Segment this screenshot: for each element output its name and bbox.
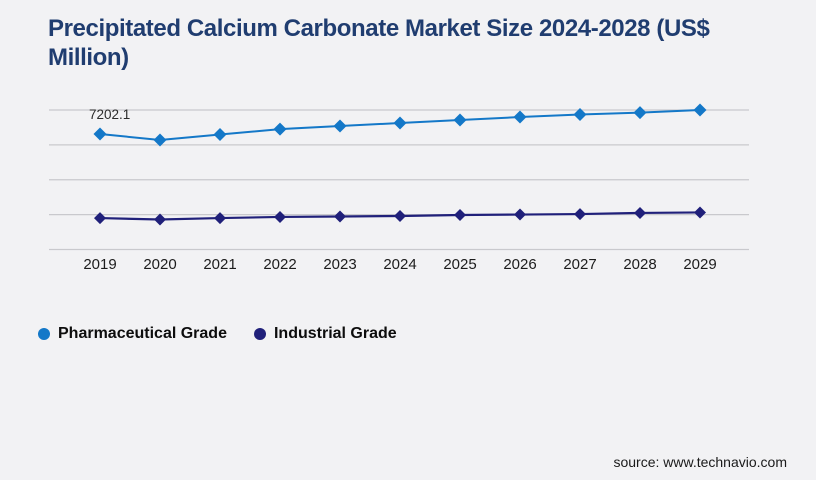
pharmaceutical-series-dot-icon [38,328,50,340]
marker-2026 [514,208,526,221]
line-chart-plot: 7202.1 2019 2020 2021 2022 2023 2024 2025 2026 20… [49,103,749,273]
data-label: 7202.1 [89,107,130,122]
marker-2027 [574,208,586,221]
marker-2025 [453,113,467,127]
legend-label-pharmaceutical-grade: Pharmaceutical Grade [58,325,227,342]
x-axis-label-2029: 2029 [683,256,716,273]
x-axis-label-2028: 2028 [623,256,656,273]
marker-2026 [513,110,527,124]
marker-2029 [693,103,707,117]
x-axis-label-2019: 2019 [83,256,116,273]
x-axis-label-2021: 2021 [203,256,236,273]
legend-item-pharmaceutical-grade[interactable]: Pharmaceutical Grade [38,325,227,343]
marker-2027 [573,107,587,121]
marker-2021 [214,212,226,225]
marker-2025 [454,209,466,222]
legend-item-industrial-grade[interactable]: Industrial Grade [253,325,397,343]
x-axis-label-2025: 2025 [443,256,476,273]
industrial-series-dot-icon [253,328,266,340]
marker-2021 [213,128,227,142]
marker-2028 [633,106,647,120]
marker-2019 [94,212,106,225]
marker-2024 [393,116,407,130]
x-axis-label-2023: 2023 [323,256,356,273]
marker-2024 [394,209,406,222]
chart-title: Precipitated Calcium Carbonate Market Si… [48,15,710,71]
legend-label-industrial-grade: Industrial Grade [273,325,397,342]
source-credit: source: www.technavio.com [613,454,787,470]
marker-2020 [153,133,167,147]
marker-2019 [93,127,107,141]
marker-2029 [694,206,706,219]
marker-2023 [333,119,347,133]
marker-2023 [334,210,346,223]
marker-2022 [273,122,287,136]
x-axis-label-2024: 2024 [383,256,416,273]
legend: Pharmaceutical Grade Industrial Grade [38,325,397,343]
x-axis-label-2022: 2022 [263,256,296,273]
x-axis-label-2027: 2027 [563,256,596,273]
marker-2022 [274,210,286,223]
marker-2020 [154,213,166,226]
x-axis-label-2026: 2026 [503,256,536,273]
marker-2028 [634,206,646,219]
x-axis-label-2020: 2020 [143,256,176,273]
